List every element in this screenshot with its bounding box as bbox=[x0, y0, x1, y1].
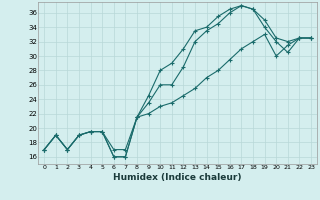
X-axis label: Humidex (Indice chaleur): Humidex (Indice chaleur) bbox=[113, 173, 242, 182]
